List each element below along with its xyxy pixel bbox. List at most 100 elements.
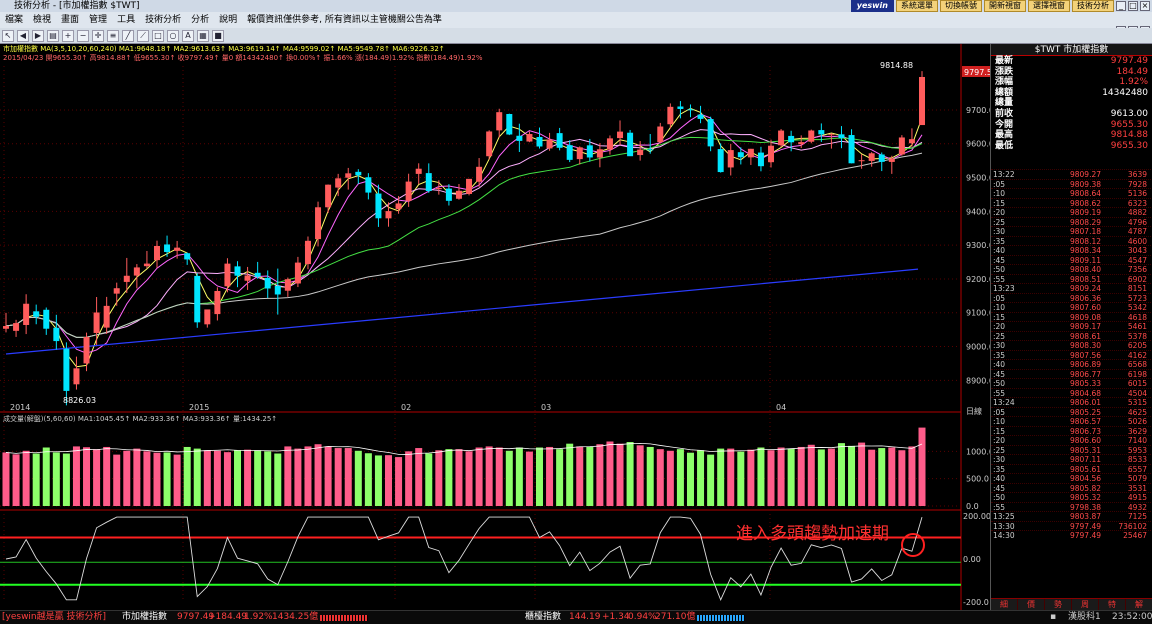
tick-volume: 8533 xyxy=(1127,455,1147,464)
chart-area[interactable]: 市加權指數 MA(3,5,10,20,60,240) MA1:9648.18↑ … xyxy=(0,44,990,610)
menu-tech-analysis[interactable]: 技術分析 xyxy=(145,15,182,25)
tick-row: :25 9805.31 5953 xyxy=(991,444,1152,455)
rectangle-icon[interactable]: □ xyxy=(152,29,164,42)
tick-row: :05 9809.38 7928 xyxy=(991,178,1152,188)
volume-bar xyxy=(546,446,554,506)
quote-label: 最低 xyxy=(995,140,1014,151)
candle-body xyxy=(576,147,583,160)
tick-volume: 5315 xyxy=(1127,398,1147,407)
tick-price: 9805.32 xyxy=(1069,493,1101,502)
date-label: 04 xyxy=(776,403,786,412)
crosshair-icon[interactable]: ✛ xyxy=(92,29,104,42)
volume-bar xyxy=(666,450,674,506)
tick-row: :50 9805.33 6015 xyxy=(991,378,1152,388)
menu-file[interactable]: 檔案 xyxy=(5,15,24,25)
quote-tab[interactable]: 解 xyxy=(1126,599,1152,610)
draw-ray-icon[interactable]: ⟋ xyxy=(137,29,149,42)
period-icon[interactable]: ▤ xyxy=(47,29,59,42)
grid-icon[interactable]: ▦ xyxy=(197,29,209,42)
candle-body xyxy=(798,142,805,145)
candle-body xyxy=(153,245,160,261)
save-icon[interactable]: ■ xyxy=(212,29,224,42)
high-label: 9814.88 xyxy=(880,61,913,70)
draw-line-icon[interactable]: ╱ xyxy=(122,29,134,42)
ellipse-icon[interactable]: ○ xyxy=(167,29,179,42)
back-icon[interactable]: ◀ xyxy=(17,29,29,42)
quote-tab[interactable]: 特 xyxy=(1099,599,1126,610)
quote-tab[interactable]: 周 xyxy=(1072,599,1099,610)
tick-price: 9805.25 xyxy=(1069,407,1101,417)
menu-tools[interactable]: 工具 xyxy=(117,15,136,25)
tick-price: 9805.33 xyxy=(1069,379,1101,388)
tick-price: 9809.24 xyxy=(1069,284,1101,293)
tick-price: 9805.31 xyxy=(1069,445,1101,455)
quote-tab[interactable]: 細 xyxy=(991,599,1018,610)
tick-list[interactable]: 13:22 9809.27 3639:05 9809.38 7928:10 9808.64… xyxy=(991,169,1152,540)
osc-tick-label: 200.00 xyxy=(963,512,990,521)
last-price-label: 9797.5 xyxy=(964,68,990,77)
close-icon[interactable]: × xyxy=(1140,1,1150,11)
tick-volume: 25467 xyxy=(1123,531,1147,540)
cursor-icon[interactable]: ↖ xyxy=(2,29,14,42)
tick-volume: 6205 xyxy=(1127,341,1147,350)
menu-view[interactable]: 檢視 xyxy=(33,15,52,25)
candle-body xyxy=(214,290,221,315)
tick-price: 9808.12 xyxy=(1069,236,1101,246)
quote-panel: $TWT 市加權指數 最新 9797.49 漲跌 184.49 漲幅 1.92% 總額 143… xyxy=(990,44,1152,610)
menu-bar: 檔案 檢視 畫面 管理 工具 技術分析 分析 說明 報價資訊僅供參考, 所有資訊… xyxy=(0,12,1152,36)
menu-screen[interactable]: 畫面 xyxy=(61,15,80,25)
candle-body xyxy=(355,171,362,176)
volume-bar xyxy=(868,449,876,506)
tick-time: :35 xyxy=(993,350,1006,360)
quote-title: $TWT 市加權指數 xyxy=(991,44,1152,56)
tick-price: 9806.36 xyxy=(1069,293,1101,303)
quote-row: 漲幅 1.92% xyxy=(991,77,1152,88)
tick-price: 9806.60 xyxy=(1069,436,1101,445)
tick-price: 9807.56 xyxy=(1069,350,1101,360)
zoom-out-icon[interactable]: − xyxy=(77,29,89,42)
candle-body xyxy=(637,149,644,156)
menu-help[interactable]: 說明 xyxy=(219,15,238,25)
quote-value: 9797.49 xyxy=(1110,56,1148,66)
candle-body xyxy=(445,188,452,201)
system-menu-button[interactable]: 系統選單 xyxy=(896,0,938,12)
menu-analysis[interactable]: 分析 xyxy=(191,15,210,25)
tick-time: :55 xyxy=(993,274,1006,284)
candle-body xyxy=(596,149,603,158)
volume-bar xyxy=(264,451,272,506)
tick-price: 9806.01 xyxy=(1069,398,1101,407)
text-tool-icon[interactable]: A xyxy=(182,29,194,42)
tick-volume: 6557 xyxy=(1127,464,1147,474)
quote-tab[interactable]: 勢 xyxy=(1045,599,1072,610)
volume-bar xyxy=(898,450,906,506)
volume-bar xyxy=(274,453,282,506)
candle-body xyxy=(536,136,543,147)
minimize-icon[interactable]: _ xyxy=(1116,1,1126,11)
candle-body xyxy=(667,106,674,125)
tech-analysis-button[interactable]: 技術分析 xyxy=(1072,0,1114,12)
candle-body xyxy=(727,150,734,168)
volume-bar xyxy=(697,450,705,506)
select-window-button[interactable]: 選擇視窗 xyxy=(1028,0,1070,12)
volume-bar xyxy=(465,451,473,506)
tick-price: 9809.19 xyxy=(1069,208,1101,217)
switch-account-button[interactable]: 切換帳號 xyxy=(940,0,982,12)
quote-tab[interactable]: 價 xyxy=(1018,599,1045,610)
new-window-button[interactable]: 開新視窗 xyxy=(984,0,1026,12)
zoom-in-icon[interactable]: + xyxy=(62,29,74,42)
volume-bar xyxy=(203,450,211,506)
volume-bar xyxy=(858,442,866,506)
volume-bar xyxy=(515,447,523,506)
candle-body xyxy=(747,148,754,158)
list-icon[interactable]: ≡ xyxy=(107,29,119,42)
ma10-line xyxy=(5,129,923,338)
volume-bar xyxy=(324,446,332,506)
status-idx2-bars xyxy=(697,615,745,621)
maximize-icon[interactable]: □ xyxy=(1128,1,1138,11)
forward-icon[interactable]: ▶ xyxy=(32,29,44,42)
tick-volume: 5723 xyxy=(1127,293,1147,303)
tick-volume: 8151 xyxy=(1127,284,1147,293)
price-chart-svg: 9700.0 9600.0 9500.0 9400.0 9300.0 9200.0 9100… xyxy=(0,44,990,610)
tick-price: 9809.08 xyxy=(1069,312,1101,322)
menu-manage[interactable]: 管理 xyxy=(89,15,108,25)
